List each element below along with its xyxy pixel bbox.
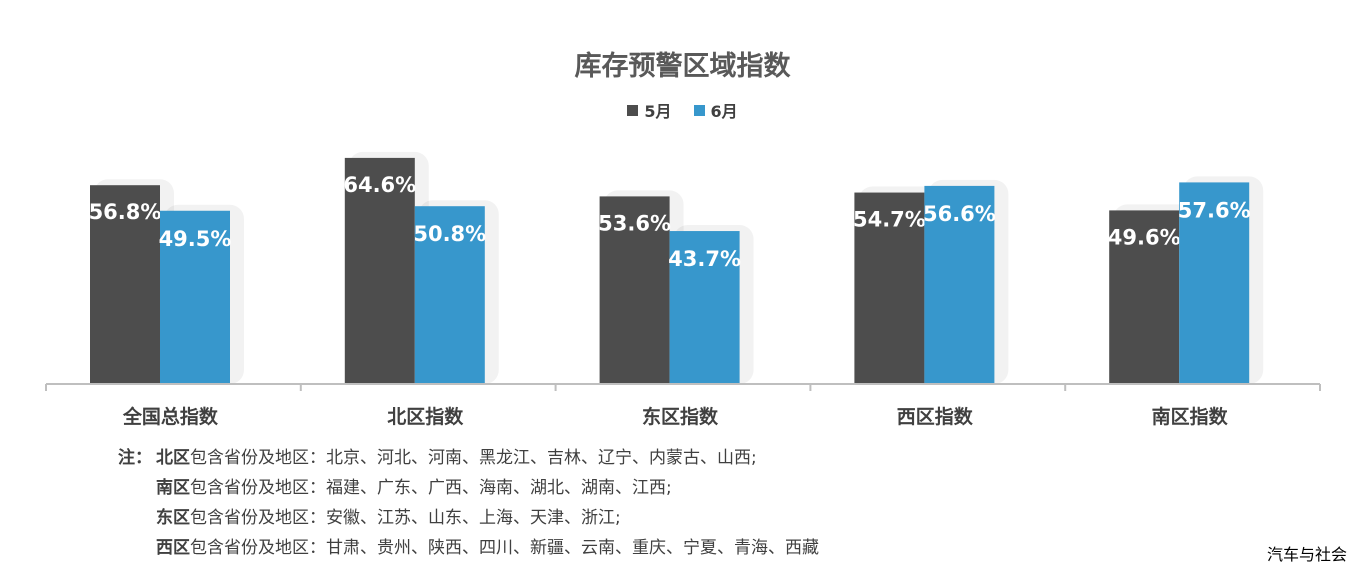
note-text-south: 包含省份及地区：福建、广东、广西、海南、湖北、湖南、江西; bbox=[190, 478, 672, 498]
legend-item-may: 5月 bbox=[627, 98, 672, 122]
note-row-north: 注： 北区包含省份及地区：北京、河北、河南、黑龙江、吉林、辽宁、内蒙古、山西; bbox=[118, 443, 819, 473]
data-label-may-4: 49.6% bbox=[1108, 225, 1181, 249]
data-label-june-2: 43.7% bbox=[668, 247, 741, 271]
bar-may-0 bbox=[90, 185, 160, 384]
note-region-east: 东区 bbox=[156, 508, 190, 528]
legend: 5月 6月 bbox=[0, 98, 1365, 122]
category-label-1: 北区指数 bbox=[387, 405, 464, 428]
data-label-june-3: 56.6% bbox=[923, 202, 996, 226]
data-label-june-0: 49.5% bbox=[159, 227, 232, 251]
category-label-4: 南区指数 bbox=[1152, 405, 1229, 428]
chart-title: 库存预警区域指数 bbox=[574, 51, 791, 82]
bar-june-2 bbox=[669, 231, 740, 384]
note-region-north: 北区 bbox=[156, 448, 190, 468]
note-row-south: 南区包含省份及地区：福建、广东、广西、海南、湖北、湖南、江西; bbox=[118, 473, 819, 503]
legend-item-june: 6月 bbox=[693, 98, 738, 122]
notes: 注： 北区包含省份及地区：北京、河北、河南、黑龙江、吉林、辽宁、内蒙古、山西; 南… bbox=[118, 443, 819, 563]
data-label-may-3: 54.7% bbox=[853, 208, 926, 232]
bar-may-1 bbox=[344, 157, 415, 384]
note-region-west: 西区 bbox=[156, 538, 190, 558]
legend-label-may: 5月 bbox=[644, 102, 672, 121]
note-text-north: 包含省份及地区：北京、河北、河南、黑龙江、吉林、辽宁、内蒙古、山西; bbox=[190, 448, 757, 468]
category-label-3: 西区指数 bbox=[897, 405, 974, 428]
bar-june-0 bbox=[160, 210, 230, 384]
bar-june-3 bbox=[924, 185, 995, 384]
bar-chart: 56.8% 49.5% 全国总指数 64.6% 50.8% 北区指数 53.6% 43.7% 东… bbox=[45, 151, 1321, 428]
note-text-east: 包含省份及地区：安徽、江苏、山东、上海、天津、浙江; bbox=[190, 508, 621, 528]
bar-june-4 bbox=[1179, 182, 1250, 384]
legend-label-june: 6月 bbox=[710, 102, 738, 121]
category-label-2: 东区指数 bbox=[642, 405, 719, 428]
category-label-0: 全国总指数 bbox=[122, 405, 219, 428]
legend-swatch-june bbox=[693, 104, 705, 116]
data-label-june-1: 50.8% bbox=[413, 222, 486, 246]
bar-may-3 bbox=[854, 192, 925, 384]
bar-may-4 bbox=[1109, 210, 1180, 384]
note-prefix: 注： bbox=[118, 448, 152, 468]
bar-june-1 bbox=[414, 206, 485, 384]
note-row-west: 西区包含省份及地区：甘肃、贵州、陕西、四川、新疆、云南、重庆、宁夏、青海、西藏 bbox=[118, 533, 819, 563]
data-label-may-1: 64.6% bbox=[343, 173, 416, 197]
data-label-june-4: 57.6% bbox=[1178, 198, 1251, 222]
data-label-may-2: 53.6% bbox=[598, 211, 671, 235]
watermark: 汽车与社会 bbox=[1266, 545, 1347, 564]
note-region-south: 南区 bbox=[156, 478, 190, 498]
data-label-may-0: 56.8% bbox=[89, 200, 162, 224]
note-row-east: 东区包含省份及地区：安徽、江苏、山东、上海、天津、浙江; bbox=[118, 503, 819, 533]
legend-swatch-may bbox=[627, 104, 639, 116]
note-text-west: 包含省份及地区：甘肃、贵州、陕西、四川、新疆、云南、重庆、宁夏、青海、西藏 bbox=[190, 538, 819, 558]
bar-may-2 bbox=[599, 196, 670, 384]
